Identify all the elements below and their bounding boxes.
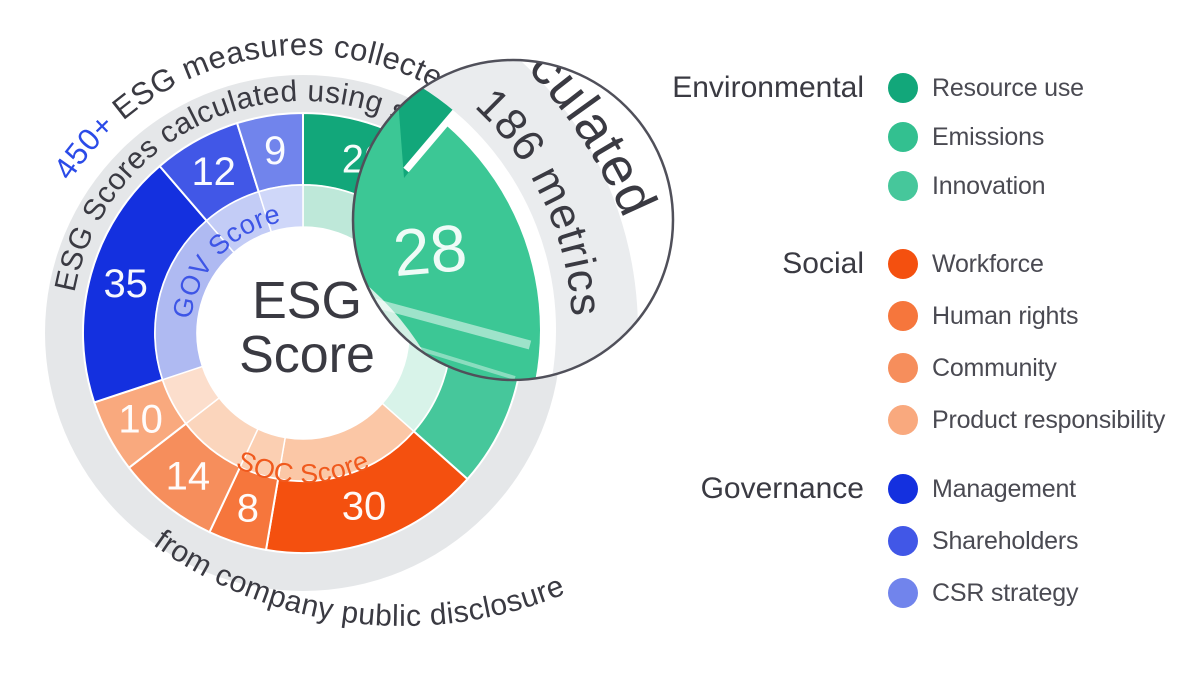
lens-border <box>351 58 675 382</box>
lens-gray-band <box>353 60 638 380</box>
segment-value-human-rights: 8 <box>237 487 259 531</box>
segment-value-shareholders: 12 <box>191 150 236 194</box>
segment-value-csr-strategy: 9 <box>264 129 286 173</box>
center-title-line1: ESG <box>252 272 362 330</box>
segment-value-community: 14 <box>166 455 211 499</box>
segment-value-management: 35 <box>103 262 148 306</box>
center-title-line2: Score <box>239 326 375 384</box>
segment-value-workforce: 30 <box>342 485 387 529</box>
segment-value-product-responsibility: 10 <box>118 398 163 442</box>
lens-value: 28 <box>390 210 470 290</box>
lens-emissions-segment <box>353 60 540 380</box>
donut-hub <box>197 227 409 439</box>
